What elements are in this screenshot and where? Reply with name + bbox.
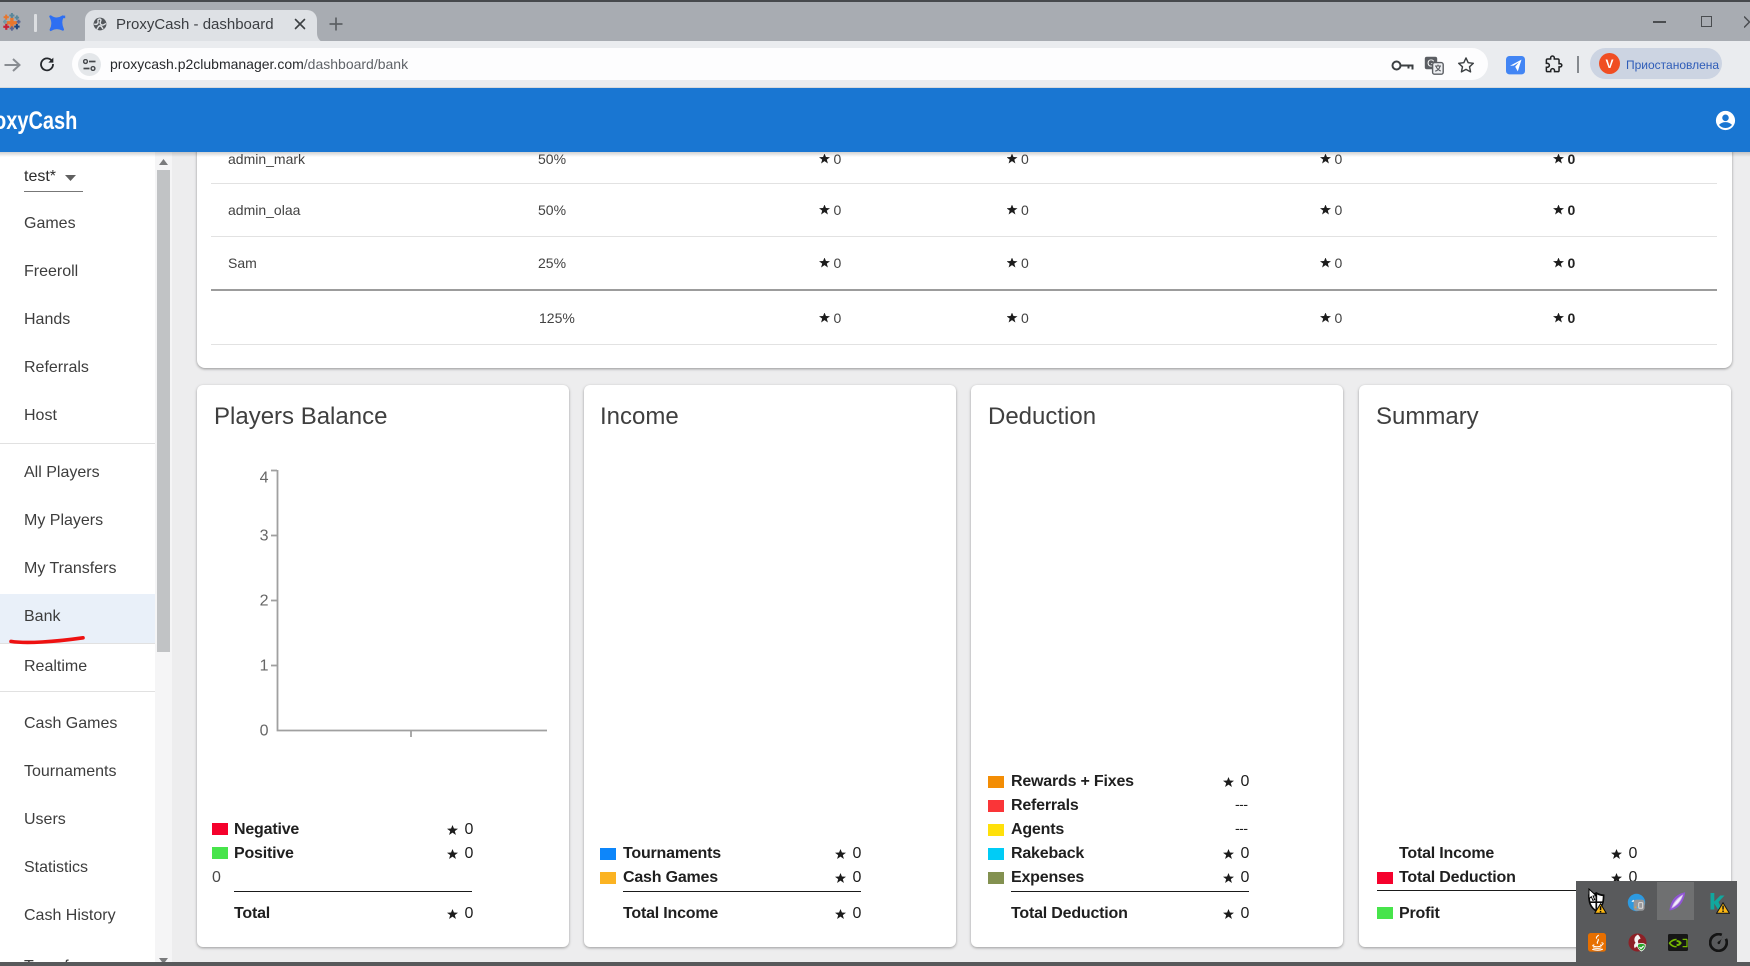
svg-text:3: 3: [260, 528, 269, 545]
svg-text:1: 1: [260, 658, 269, 675]
svg-text:4: 4: [260, 470, 269, 487]
svg-text:0: 0: [260, 723, 269, 740]
svg-text:G: G: [1427, 58, 1435, 69]
svg-text:2: 2: [260, 593, 269, 610]
